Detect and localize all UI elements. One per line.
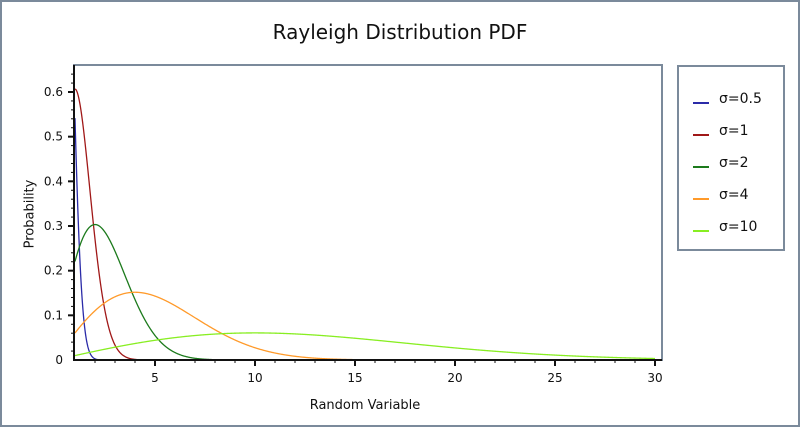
tick-label: 5 (151, 371, 159, 385)
tick-label: 20 (447, 371, 462, 385)
curve-σ=4 (74, 291, 655, 361)
plot-border (73, 64, 663, 361)
tick-label: 0.3 (44, 219, 63, 233)
legend-swatch-sigma-1 (693, 134, 709, 136)
legend-label: σ=10 (719, 219, 758, 235)
curve-σ=10 (74, 332, 656, 360)
legend-swatch-sigma-10 (693, 230, 709, 232)
curve-σ=1 (74, 88, 655, 361)
y-axis-label: Probability (22, 179, 38, 249)
tick-label: 0.6 (44, 85, 63, 99)
legend-swatch-sigma-4 (693, 198, 709, 200)
legend-item: σ=1 (693, 121, 749, 141)
legend-swatch-sigma-0-5 (693, 102, 709, 104)
tick-label: 0.5 (44, 130, 63, 144)
x-axis-label: Random Variable (309, 398, 421, 413)
axis-ticks: 5 10 15 20 25 30 0 0.1 0.2 0.3 0.4 0.5 0.6 (44, 73, 663, 385)
curves-layer (74, 88, 656, 361)
legend-item: σ=10 (693, 217, 757, 237)
legend-label: σ=2 (719, 155, 749, 171)
tick-label: 15 (347, 371, 362, 385)
tick-label: 30 (647, 371, 662, 385)
legend-item: σ=2 (693, 153, 749, 173)
legend-item: σ=0.5 (693, 89, 762, 109)
legend-item: σ=4 (693, 185, 749, 205)
legend-swatch-sigma-2 (693, 166, 709, 168)
legend: σ=0.5 σ=1 σ=2 σ=4 σ=10 (677, 65, 785, 251)
legend-label: σ=0.5 (719, 91, 762, 107)
legend-label: σ=1 (719, 123, 749, 139)
tick-label: 0.2 (44, 264, 63, 278)
tick-label: 10 (247, 371, 262, 385)
tick-label: 0.4 (44, 174, 63, 188)
curve-σ=0.5 (74, 118, 655, 361)
chart-title: Rayleigh Distribution PDF (272, 20, 528, 44)
tick-label: 0 (55, 353, 63, 367)
tick-label: 0.1 (44, 308, 63, 322)
legend-label: σ=4 (719, 187, 749, 203)
tick-label: 25 (547, 371, 562, 385)
